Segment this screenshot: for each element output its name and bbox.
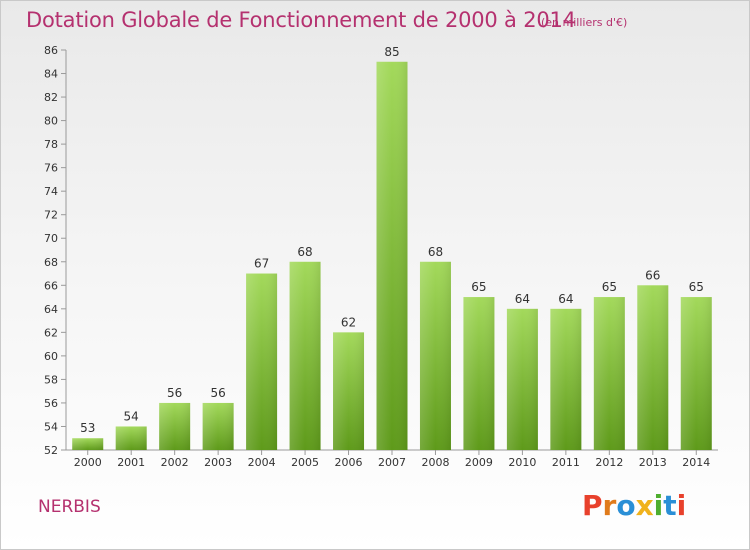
data-label: 67: [254, 257, 269, 271]
y-tick-label: 56: [44, 397, 58, 410]
bar-shine: [159, 402, 191, 450]
y-tick-label: 52: [44, 444, 58, 457]
x-tick-label: 2003: [204, 456, 232, 469]
bar-shine: [680, 297, 712, 450]
logo-letter: o: [616, 489, 636, 522]
y-tick-label: 82: [44, 91, 58, 104]
y-tick-label: 60: [44, 350, 58, 363]
logo-letter: P: [582, 489, 603, 522]
x-tick-label: 2011: [552, 456, 580, 469]
y-tick-label: 68: [44, 256, 58, 269]
data-label: 56: [210, 386, 225, 400]
bar-shine: [376, 61, 408, 450]
data-label: 65: [471, 280, 486, 294]
logo-letter: x: [635, 489, 654, 522]
x-tick-label: 2001: [117, 456, 145, 469]
x-tick-label: 2004: [248, 456, 276, 469]
bar-shine: [202, 402, 234, 450]
bar-shine: [550, 308, 582, 450]
logo-letter: t: [663, 489, 677, 522]
chart-data-labels: 53 54 56 56 67 68 62 85 68 65 64 64 65 66 65: [80, 45, 704, 435]
data-label: 54: [124, 409, 139, 423]
y-tick-label: 62: [44, 326, 58, 339]
y-tick-label: 84: [44, 68, 58, 81]
logo-letter: r: [602, 489, 617, 522]
data-label: 56: [167, 386, 182, 400]
bar-shine: [506, 308, 538, 450]
y-tick-label: 86: [44, 44, 58, 57]
commune-name: NERBIS: [38, 497, 101, 517]
bar-shine: [419, 261, 451, 450]
logo-letter: i: [653, 489, 664, 522]
y-tick-label: 76: [44, 162, 58, 175]
bar-shine: [115, 426, 147, 450]
data-label: 53: [80, 421, 95, 435]
x-tick-label: 2014: [682, 456, 710, 469]
logo-letter: i: [676, 489, 687, 522]
x-tick-label: 2006: [335, 456, 363, 469]
x-tick-label: 2013: [639, 456, 667, 469]
data-label: 68: [428, 245, 443, 259]
y-tick-label: 80: [44, 115, 58, 128]
bar-shine: [637, 285, 669, 450]
x-tick-label: 2012: [595, 456, 623, 469]
data-label: 65: [602, 280, 617, 294]
x-tick-label: 2008: [421, 456, 449, 469]
x-tick-label: 2010: [508, 456, 536, 469]
bar-shine: [333, 332, 365, 450]
x-tick-label: 2005: [291, 456, 319, 469]
x-tick-label: 2007: [378, 456, 406, 469]
proxiti-logo[interactable]: Proxiti: [582, 489, 686, 522]
y-tick-label: 64: [44, 303, 58, 316]
y-tick-label: 78: [44, 138, 58, 151]
y-tick-label: 66: [44, 279, 58, 292]
data-label: 65: [689, 280, 704, 294]
y-tick-label: 54: [44, 420, 58, 433]
bar-shine: [289, 261, 321, 450]
bar-shine: [463, 297, 495, 450]
bar-shine: [593, 297, 625, 450]
x-tick-label: 2009: [465, 456, 493, 469]
data-label: 68: [297, 245, 312, 259]
x-tick-label: 2002: [161, 456, 189, 469]
y-tick-label: 74: [44, 185, 58, 198]
chart-bars: [72, 61, 712, 450]
y-tick-label: 58: [44, 373, 58, 386]
bar-shine: [72, 438, 104, 450]
y-tick-label: 72: [44, 209, 58, 222]
data-label: 66: [645, 268, 660, 282]
chart-title: Dotation Globale de Fonctionnement de 20…: [26, 8, 576, 32]
x-tick-label: 2000: [74, 456, 102, 469]
y-tick-label: 70: [44, 232, 58, 245]
data-label: 85: [384, 45, 399, 59]
chart-subtitle: (en milliers d'€): [541, 16, 628, 29]
data-label: 64: [515, 292, 530, 306]
bar-shine: [246, 273, 278, 450]
data-label: 62: [341, 315, 356, 329]
data-label: 64: [558, 292, 573, 306]
